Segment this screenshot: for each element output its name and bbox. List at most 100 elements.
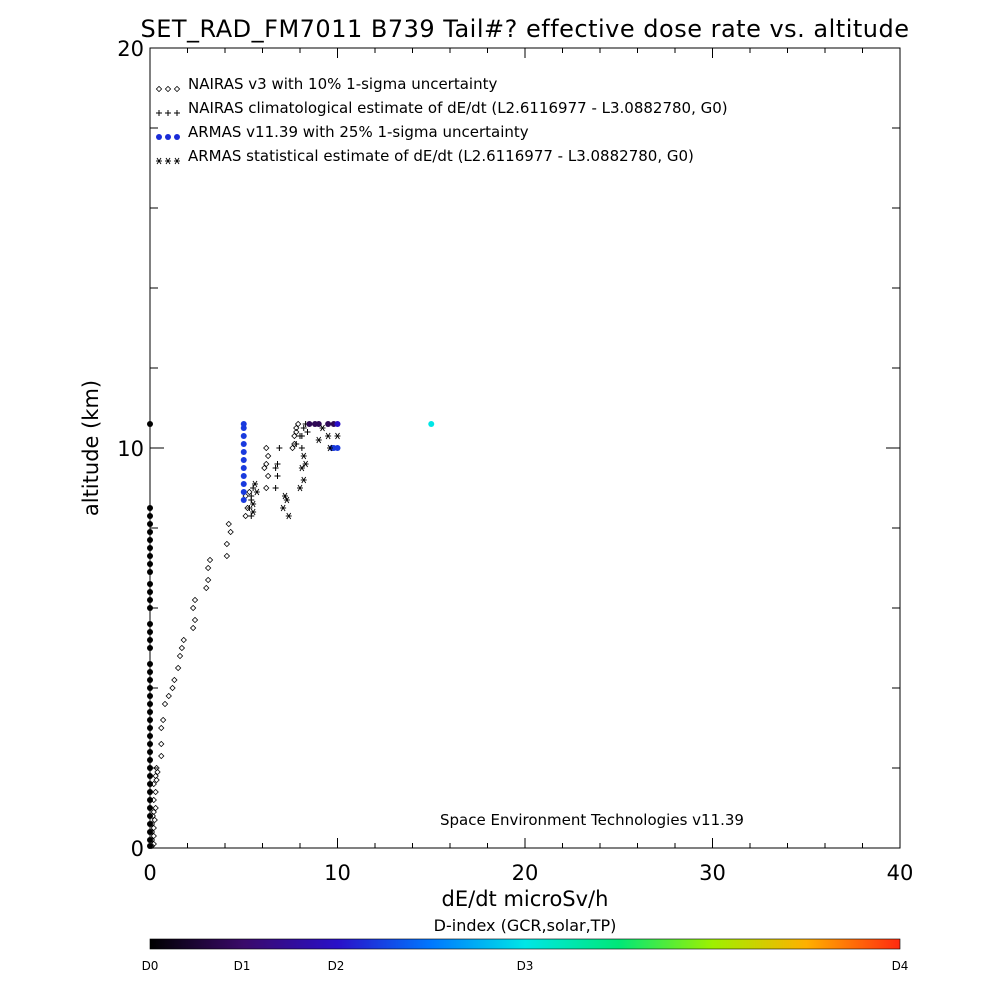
armas-point — [147, 789, 153, 795]
ast-d2 — [280, 504, 286, 512]
ast-d2 — [335, 432, 340, 440]
nairas-point — [189, 604, 197, 612]
colorbar-tick-label: D2 — [328, 959, 345, 973]
nairas-point — [264, 452, 272, 460]
axis-ticks — [149, 47, 901, 849]
armas-point — [240, 497, 247, 503]
ast-d2 — [254, 488, 260, 496]
nairas-point — [158, 740, 165, 748]
nairas-point — [203, 584, 210, 592]
armas-point — [147, 829, 153, 835]
armas-point — [147, 797, 153, 803]
legend-label: ARMAS v11.39 with 25% 1-sigma uncertaint… — [188, 123, 529, 141]
x-tick-label: 20 — [512, 861, 539, 885]
armas-statistical-point — [300, 476, 307, 484]
armas-statistical-point — [315, 436, 322, 444]
ast-d2 — [327, 444, 333, 452]
nairas-point — [227, 528, 234, 536]
armas-statistical-point — [283, 496, 290, 504]
colorbar — [149, 938, 901, 950]
armas-point — [240, 441, 247, 447]
nairas-point — [293, 428, 300, 436]
armas-point — [147, 701, 153, 707]
armas-point — [147, 765, 153, 771]
armas-point — [147, 581, 153, 587]
armas-point — [147, 629, 153, 635]
ast-d2 — [325, 432, 331, 440]
armas-point — [147, 505, 153, 511]
x-axis-label: dE/dt microSv/h — [442, 887, 609, 911]
armas-statistical-point — [253, 488, 260, 496]
legend-symbol — [165, 110, 171, 116]
armas-point — [240, 421, 247, 427]
armas-point — [147, 733, 153, 739]
ast-d2 — [320, 424, 325, 432]
legend-symbol — [165, 157, 171, 165]
ast-d2 — [299, 464, 305, 472]
armas-point — [147, 513, 153, 519]
nairas-climatology-point — [298, 445, 305, 451]
chart-title: SET_RAD_FM7011 B739 Tail#? effective dos… — [140, 15, 909, 43]
armas-statistical-point — [285, 512, 292, 520]
ast-d2 — [316, 436, 322, 444]
nairas-point — [206, 556, 214, 564]
ast-d2 — [301, 452, 307, 460]
x-tick-label: 30 — [699, 861, 726, 885]
nairas-point — [289, 444, 296, 452]
armas-point — [147, 637, 153, 643]
armas-point — [240, 481, 247, 487]
x-tick-label: 0 — [143, 861, 156, 885]
armas-point — [240, 457, 247, 463]
armas-point — [334, 421, 341, 427]
x-tick-label: 10 — [324, 861, 351, 885]
ast-d2 — [303, 460, 308, 468]
legend-label: ARMAS statistical estimate of dE/dt (L2.… — [188, 147, 694, 165]
armas-point — [147, 709, 153, 715]
y-axis-label: altitude (km) — [79, 380, 103, 516]
tick-labels: 0 10 20 30 40 0 10 20 — [117, 37, 913, 885]
armas-point — [147, 677, 153, 683]
nairas-climatology-point — [246, 505, 253, 511]
colorbar-tick-label: D1 — [234, 959, 251, 973]
nairas-point — [153, 776, 160, 784]
armas-point — [306, 421, 313, 427]
armas-point — [147, 693, 153, 699]
ast-d2 — [282, 492, 288, 500]
armas-point — [147, 843, 153, 849]
nairas-point — [150, 808, 157, 816]
armas-point — [147, 553, 153, 559]
y-tick-label: 20 — [117, 37, 144, 61]
plot-border — [149, 47, 901, 849]
legend-symbol — [164, 85, 172, 93]
legend-label: NAIRAS v3 with 10% 1-sigma uncertainty — [188, 75, 497, 93]
nairas-point — [169, 684, 176, 692]
nairas-point — [159, 716, 167, 724]
armas-point — [147, 805, 153, 811]
nairas-point — [263, 460, 270, 468]
nairas-climatology-point — [293, 441, 300, 447]
armas-point — [240, 473, 247, 479]
nairas-point — [150, 840, 157, 848]
colorbar-tick-label: D3 — [517, 959, 534, 973]
nairas-point — [261, 464, 268, 472]
y-tick-label: 10 — [117, 437, 144, 461]
armas-point — [240, 465, 247, 471]
armas-statistical-point — [250, 500, 257, 508]
nairas-point — [174, 664, 182, 672]
legend-symbol — [165, 134, 171, 140]
armas-point — [147, 725, 153, 731]
armas-point — [147, 561, 153, 567]
armas-point — [147, 521, 153, 527]
armas-point — [315, 421, 322, 427]
armas-point — [147, 621, 153, 627]
legend-label: NAIRAS climatological estimate of dE/dt … — [188, 99, 728, 117]
colorbar-title: D-index (GCR,solar,TP) — [434, 916, 617, 935]
armas-statistical-point — [302, 460, 309, 468]
nairas-point — [204, 576, 212, 584]
nairas-point — [242, 512, 249, 520]
nairas-point — [152, 788, 159, 796]
colorbar-tick-label: D4 — [892, 959, 909, 973]
nairas-climatology-point — [300, 425, 307, 431]
nairas-climatology-point — [298, 433, 305, 439]
